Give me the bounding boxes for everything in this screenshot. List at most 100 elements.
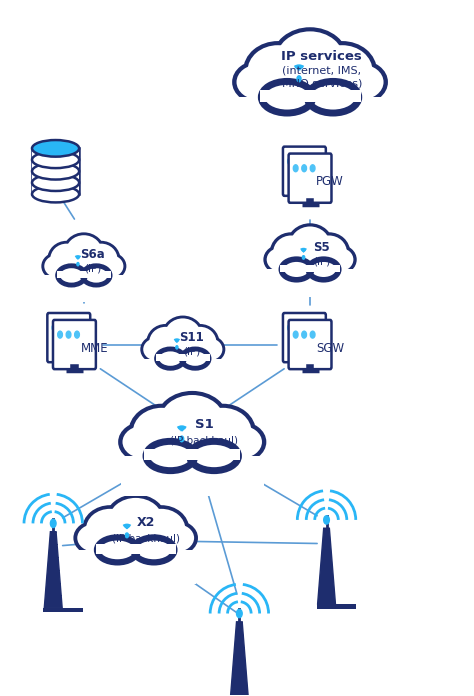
Ellipse shape	[32, 163, 79, 180]
Circle shape	[66, 331, 71, 338]
Circle shape	[297, 76, 301, 81]
Ellipse shape	[261, 81, 313, 113]
Bar	[144, 450, 240, 460]
Ellipse shape	[153, 342, 212, 361]
Ellipse shape	[310, 235, 347, 269]
Bar	[43, 276, 125, 301]
Circle shape	[288, 158, 292, 165]
Bar	[280, 264, 340, 272]
Ellipse shape	[149, 326, 182, 358]
Bar	[317, 605, 356, 608]
Ellipse shape	[164, 318, 201, 353]
Circle shape	[69, 324, 74, 331]
Ellipse shape	[140, 431, 245, 460]
Text: SGW: SGW	[316, 342, 344, 354]
Circle shape	[50, 519, 56, 528]
Ellipse shape	[86, 509, 134, 549]
Circle shape	[75, 331, 79, 338]
Ellipse shape	[275, 31, 345, 88]
Ellipse shape	[54, 259, 114, 278]
Circle shape	[293, 331, 298, 338]
Ellipse shape	[193, 407, 252, 456]
Text: (IP): (IP)	[84, 263, 101, 274]
Bar	[155, 354, 210, 361]
Ellipse shape	[290, 226, 330, 264]
Text: (IP backhaul): (IP backhaul)	[170, 435, 238, 445]
Ellipse shape	[255, 70, 365, 102]
Bar	[265, 269, 355, 297]
Ellipse shape	[337, 63, 384, 100]
Circle shape	[310, 165, 315, 172]
Ellipse shape	[237, 64, 283, 100]
Ellipse shape	[50, 244, 83, 276]
Ellipse shape	[32, 186, 79, 203]
Text: PGW: PGW	[316, 175, 344, 188]
Ellipse shape	[44, 255, 69, 277]
Text: (internet, IMS,: (internet, IMS,	[282, 65, 361, 76]
Ellipse shape	[337, 64, 383, 100]
Ellipse shape	[281, 259, 312, 280]
Ellipse shape	[149, 327, 182, 358]
Bar	[235, 97, 385, 140]
Ellipse shape	[84, 244, 118, 276]
Circle shape	[296, 324, 301, 331]
Circle shape	[288, 324, 292, 331]
Circle shape	[176, 346, 178, 349]
Ellipse shape	[311, 235, 347, 269]
Bar	[76, 550, 196, 584]
Ellipse shape	[137, 509, 185, 549]
Circle shape	[310, 331, 315, 338]
Ellipse shape	[290, 226, 331, 264]
Ellipse shape	[273, 235, 309, 269]
Circle shape	[52, 324, 57, 331]
FancyBboxPatch shape	[47, 313, 90, 362]
FancyBboxPatch shape	[53, 320, 96, 369]
FancyBboxPatch shape	[283, 313, 326, 362]
Text: IP services: IP services	[282, 50, 362, 63]
Ellipse shape	[266, 248, 294, 271]
Ellipse shape	[85, 244, 118, 275]
Bar	[56, 271, 111, 278]
Text: (IP): (IP)	[182, 347, 200, 356]
Ellipse shape	[312, 45, 373, 97]
Ellipse shape	[55, 260, 113, 278]
Ellipse shape	[82, 266, 110, 285]
Ellipse shape	[197, 338, 223, 361]
Circle shape	[58, 331, 63, 338]
Circle shape	[305, 324, 310, 331]
Circle shape	[293, 165, 298, 172]
Text: S6a: S6a	[80, 248, 105, 261]
Text: MNO services): MNO services)	[282, 79, 362, 89]
Ellipse shape	[164, 318, 201, 354]
Ellipse shape	[77, 524, 114, 552]
Text: (IP backhaul): (IP backhaul)	[112, 534, 180, 544]
Ellipse shape	[278, 252, 342, 272]
Ellipse shape	[236, 63, 283, 100]
Text: MME: MME	[81, 342, 108, 354]
Ellipse shape	[157, 524, 194, 552]
Ellipse shape	[108, 498, 164, 543]
Circle shape	[125, 533, 128, 538]
FancyBboxPatch shape	[289, 320, 331, 369]
Ellipse shape	[143, 338, 168, 361]
Bar	[32, 148, 79, 194]
Bar	[259, 90, 361, 102]
Ellipse shape	[109, 498, 163, 543]
Ellipse shape	[311, 45, 374, 97]
Bar	[121, 456, 264, 496]
Polygon shape	[318, 528, 336, 605]
Ellipse shape	[156, 349, 184, 368]
Ellipse shape	[190, 441, 238, 470]
Circle shape	[302, 165, 307, 172]
Circle shape	[302, 331, 307, 338]
Circle shape	[296, 158, 301, 165]
Circle shape	[180, 436, 184, 442]
Ellipse shape	[141, 432, 244, 459]
Ellipse shape	[50, 244, 83, 275]
Ellipse shape	[256, 71, 364, 101]
Text: (IP): (IP)	[313, 256, 330, 267]
Ellipse shape	[99, 255, 123, 277]
Ellipse shape	[32, 174, 79, 191]
Ellipse shape	[92, 529, 179, 553]
Ellipse shape	[247, 45, 308, 97]
